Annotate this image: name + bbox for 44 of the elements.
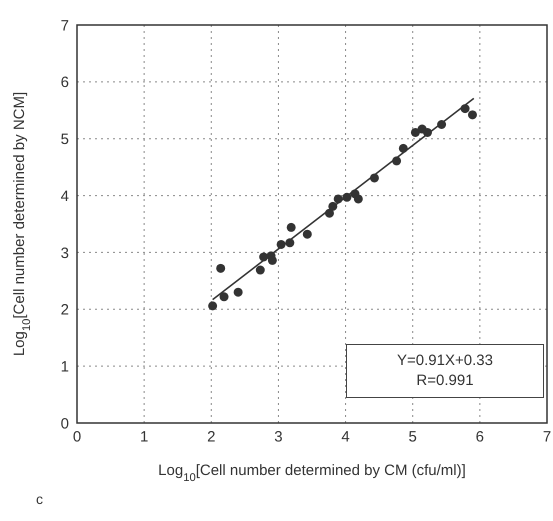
point: [370, 173, 379, 182]
x-tick-label: 4: [341, 428, 350, 446]
x-axis-title: Log$_{10}$[Cell number determined by CM (cfu/ml)]: [158, 462, 466, 484]
point: [410, 128, 420, 137]
point: [468, 110, 477, 120]
y-tick-label: 2: [60, 302, 69, 319]
point: [398, 144, 408, 153]
point: [392, 156, 402, 166]
y-tick-label: 6: [60, 74, 69, 92]
x-tick-label: 0: [72, 428, 82, 446]
annotation: R=0.991: [415, 371, 475, 391]
point: [460, 104, 470, 114]
point: [334, 194, 343, 204]
x-tick-label: 3: [274, 428, 283, 446]
text-box: Y=0.91X+0.33 R=0.991: [346, 344, 544, 398]
point: [276, 240, 286, 249]
y-tick-label: 5: [60, 131, 69, 148]
point: [216, 264, 226, 273]
point: [208, 301, 218, 310]
point: [437, 120, 446, 129]
x-tick-label: 5: [408, 428, 417, 446]
x-tick-label: 1: [140, 428, 148, 446]
point: [328, 202, 338, 211]
point: [422, 128, 432, 137]
point: [259, 252, 268, 262]
point: [354, 194, 363, 204]
point: [286, 222, 296, 232]
x-tick-label: 7: [542, 428, 552, 446]
point: [256, 266, 265, 275]
text: c: [36, 491, 43, 507]
point: [342, 192, 352, 202]
y-tick-label: 1: [60, 358, 69, 376]
point: [285, 238, 294, 248]
y-tick-label: 3: [60, 244, 69, 262]
y-tick-label: 4: [60, 188, 69, 205]
annotation: Y=0.91X+0.33: [396, 351, 494, 371]
x-tick-label: 6: [476, 428, 484, 446]
point: [324, 208, 334, 218]
point: [234, 288, 243, 297]
point: [302, 230, 312, 239]
y-tick-label: 7: [60, 17, 69, 34]
y-tick-label: 0: [60, 415, 69, 432]
point: [220, 292, 229, 302]
x-tick-label: 2: [207, 428, 216, 446]
